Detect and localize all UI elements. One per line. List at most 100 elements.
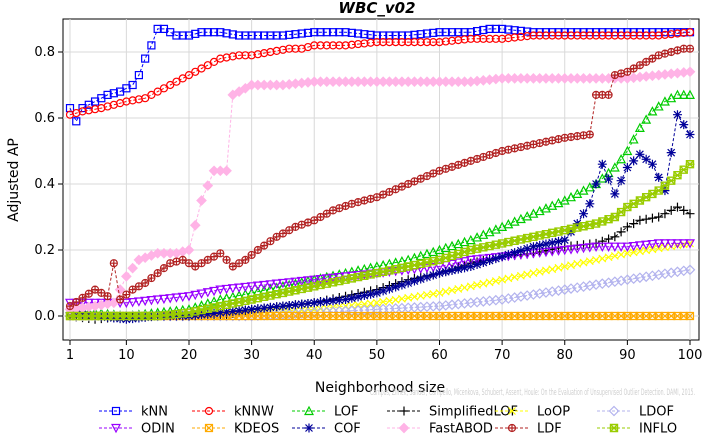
point-SimplifiedLOF-86 (597, 236, 607, 246)
point-COF-36 (284, 300, 294, 310)
point-COF-88 (610, 189, 620, 199)
point-kNNW-52 (385, 37, 394, 47)
point-INFLO-85 (591, 219, 601, 228)
point-kNNW-75 (529, 31, 538, 40)
point-SimplifiedLOF-87 (604, 234, 614, 244)
legend-item-ODIN: ODIN (99, 422, 175, 434)
point-SimplifiedLOF-100 (685, 209, 695, 219)
point-kNNW-10 (122, 97, 131, 106)
point-COF-7 (103, 312, 113, 322)
point-INFLO-90 (622, 202, 632, 212)
point-LoOP-56 (410, 292, 419, 301)
point-INFLO-64 (460, 247, 470, 257)
legend-marker-SimplifiedLOF (399, 406, 409, 416)
point-SimplifiedLOF-96 (660, 209, 670, 219)
point-COF-65 (466, 262, 476, 271)
point-COF-97 (666, 148, 676, 158)
point-COF-37 (290, 300, 300, 310)
point-kNNW-87 (604, 31, 613, 40)
point-ODIN-22 (196, 289, 207, 299)
point-LoOP-74 (523, 270, 532, 279)
point-kNNW-92 (635, 31, 644, 40)
point-COF-59 (428, 270, 438, 280)
point-INFLO-26 (222, 300, 232, 309)
point-FastABOD-9 (114, 284, 126, 295)
point-LOF-65 (465, 234, 476, 245)
point-kNNW-100 (685, 28, 695, 37)
point-LOF-74 (522, 211, 533, 221)
point-kNNW-73 (516, 32, 526, 41)
point-COF-69 (491, 254, 501, 264)
point-INFLO-73 (516, 235, 526, 244)
point-kNN-45 (341, 28, 350, 37)
series-layer (64, 24, 696, 324)
series-FastABOD (64, 66, 696, 315)
point-kNNW-64 (460, 35, 469, 44)
point-LDF-33 (266, 237, 275, 246)
point-COF-84 (585, 199, 595, 209)
point-INFLO-62 (447, 251, 457, 261)
point-COF-50 (372, 288, 382, 298)
point-kNNW-31 (253, 50, 262, 59)
point-kNNW-5 (90, 105, 100, 114)
point-LOF-62 (447, 240, 458, 251)
point-COF-80 (560, 235, 570, 245)
point-INFLO-36 (284, 287, 294, 296)
point-INFLO-21 (190, 307, 200, 316)
point-kNNW-89 (617, 31, 626, 40)
legend-item-KDEOS: KDEOS (192, 422, 279, 434)
point-LOF-69 (490, 224, 501, 234)
point-LoOP-71 (504, 274, 513, 283)
point-INFLO-91 (629, 199, 639, 208)
point-INFLO-61 (441, 253, 451, 263)
point-INFLO-31 (253, 293, 263, 303)
point-kNNW-69 (491, 34, 500, 43)
point-FastABOD-100 (684, 66, 696, 78)
point-COF-64 (460, 263, 470, 273)
point-kNN-18 (172, 31, 181, 40)
point-LoOP-51 (379, 297, 388, 306)
point-LOF-22 (196, 300, 207, 310)
point-kNN-29 (241, 31, 250, 40)
point-ODIN-79 (553, 246, 564, 256)
point-LDF-32 (260, 241, 269, 250)
gridlines (63, 19, 699, 340)
point-INFLO-53 (391, 264, 401, 274)
point-kNNW-18 (172, 77, 181, 86)
x-tick-label-10: 100 (678, 348, 702, 363)
point-COF-89 (616, 176, 626, 186)
point-COF-17 (165, 311, 175, 321)
point-ODIN-4 (83, 298, 94, 309)
legend-label-LDOF: LDOF (639, 405, 674, 420)
point-INFLO-100 (685, 160, 695, 169)
point-SimplifiedLOF-89 (616, 227, 626, 237)
point-ODIN-14 (146, 296, 157, 306)
point-LDF-9 (116, 295, 125, 304)
point-COF-35 (278, 301, 288, 311)
point-COF-48 (359, 291, 369, 301)
point-kNNW-62 (447, 36, 457, 45)
point-LOF-59 (428, 246, 439, 257)
legend-marker-kNNW (204, 406, 214, 416)
point-INFLO-34 (272, 290, 282, 299)
legend-item-COF: COF (292, 422, 361, 434)
point-INFLO-29 (240, 296, 250, 306)
point-COF-28 (234, 306, 244, 316)
point-FastABOD-10 (121, 271, 132, 282)
point-kNNW-53 (391, 37, 400, 47)
point-kNNW-66 (472, 34, 482, 43)
point-LOF-79 (553, 197, 564, 208)
point-ODIN-89 (616, 242, 627, 252)
point-kNN-12 (134, 70, 143, 80)
point-COF-23 (203, 309, 213, 319)
point-LDF-99 (679, 44, 688, 53)
point-KDEOS-100 (685, 311, 695, 321)
point-kNN-34 (272, 31, 281, 40)
point-kNNW-24 (209, 57, 219, 67)
point-kNN-60 (435, 28, 444, 37)
legend-marker-FastABOD (398, 422, 410, 434)
point-ODIN-82 (572, 244, 583, 254)
legend-label-LoOP: LoOP (537, 405, 570, 420)
point-kNNW-67 (479, 34, 488, 43)
point-kNNW-91 (629, 31, 638, 40)
